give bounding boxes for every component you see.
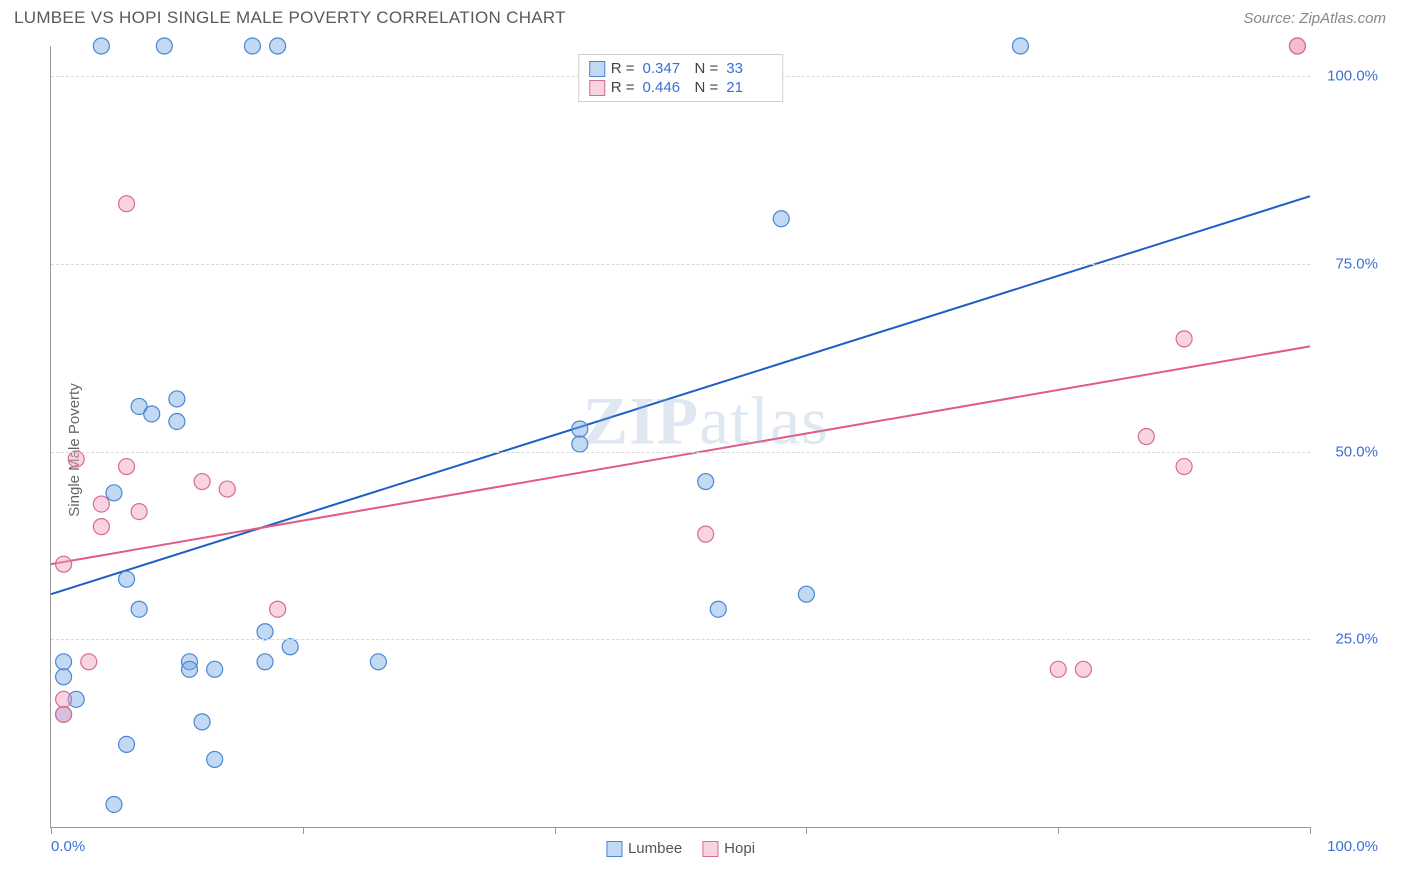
- data-point[interactable]: [257, 624, 273, 640]
- data-point[interactable]: [119, 571, 135, 587]
- legend-row-hopi: R = 0.446 N = 21: [589, 78, 773, 97]
- data-point[interactable]: [194, 474, 210, 490]
- gridline: [51, 452, 1310, 453]
- data-point[interactable]: [156, 38, 172, 54]
- data-point[interactable]: [270, 38, 286, 54]
- data-point[interactable]: [207, 751, 223, 767]
- regression-line: [51, 196, 1310, 594]
- data-point[interactable]: [698, 474, 714, 490]
- n-label: N =: [695, 79, 719, 96]
- y-tick-label: 75.0%: [1335, 255, 1378, 272]
- data-point[interactable]: [710, 601, 726, 617]
- data-point[interactable]: [93, 496, 109, 512]
- hopi-swatch-icon: [589, 80, 605, 96]
- data-point[interactable]: [56, 556, 72, 572]
- data-point[interactable]: [144, 406, 160, 422]
- data-point[interactable]: [68, 451, 84, 467]
- x-tick: [1058, 827, 1059, 834]
- data-point[interactable]: [1138, 429, 1154, 445]
- data-point[interactable]: [169, 413, 185, 429]
- data-point[interactable]: [56, 654, 72, 670]
- y-tick-label: 25.0%: [1335, 631, 1378, 648]
- data-point[interactable]: [106, 796, 122, 812]
- data-point[interactable]: [181, 661, 197, 677]
- x-tick-min: 0.0%: [51, 838, 85, 855]
- r-label: R =: [611, 60, 635, 77]
- data-point[interactable]: [1050, 661, 1066, 677]
- legend-row-lumbee: R = 0.347 N = 33: [589, 59, 773, 78]
- data-point[interactable]: [572, 436, 588, 452]
- data-point[interactable]: [257, 654, 273, 670]
- data-point[interactable]: [572, 421, 588, 437]
- data-point[interactable]: [1176, 459, 1192, 475]
- n-label: N =: [695, 60, 719, 77]
- data-point[interactable]: [207, 661, 223, 677]
- data-point[interactable]: [169, 391, 185, 407]
- gridline: [51, 264, 1310, 265]
- data-point[interactable]: [119, 459, 135, 475]
- y-tick-label: 100.0%: [1327, 68, 1378, 85]
- data-point[interactable]: [1289, 38, 1305, 54]
- data-point[interactable]: [93, 38, 109, 54]
- hopi-n-value: 21: [726, 79, 772, 96]
- x-tick-max: 100.0%: [1327, 838, 1378, 855]
- lumbee-swatch-icon: [589, 61, 605, 77]
- data-point[interactable]: [131, 601, 147, 617]
- data-point[interactable]: [282, 639, 298, 655]
- y-tick-label: 50.0%: [1335, 443, 1378, 460]
- chart-title: LUMBEE VS HOPI SINGLE MALE POVERTY CORRE…: [14, 8, 566, 28]
- data-point[interactable]: [194, 714, 210, 730]
- data-point[interactable]: [1012, 38, 1028, 54]
- data-point[interactable]: [370, 654, 386, 670]
- data-point[interactable]: [1176, 331, 1192, 347]
- hopi-swatch-icon: [702, 841, 718, 857]
- gridline: [51, 639, 1310, 640]
- data-point[interactable]: [219, 481, 235, 497]
- correlation-legend: R = 0.347 N = 33 R = 0.446 N = 21: [578, 54, 784, 102]
- lumbee-r-value: 0.347: [643, 60, 689, 77]
- data-point[interactable]: [798, 586, 814, 602]
- hopi-series-label: Hopi: [724, 840, 755, 857]
- lumbee-swatch-icon: [606, 841, 622, 857]
- data-point[interactable]: [131, 504, 147, 520]
- x-tick: [303, 827, 304, 834]
- data-point[interactable]: [56, 669, 72, 685]
- lumbee-n-value: 33: [726, 60, 772, 77]
- series-legend: Lumbee Hopi: [606, 840, 755, 857]
- x-tick: [806, 827, 807, 834]
- x-tick: [555, 827, 556, 834]
- x-tick: [51, 827, 52, 834]
- data-point[interactable]: [93, 519, 109, 535]
- lumbee-series-label: Lumbee: [628, 840, 682, 857]
- regression-line: [51, 346, 1310, 564]
- legend-item-hopi: Hopi: [702, 840, 755, 857]
- r-label: R =: [611, 79, 635, 96]
- data-point[interactable]: [81, 654, 97, 670]
- scatter-plot: [51, 46, 1310, 827]
- data-point[interactable]: [244, 38, 260, 54]
- data-point[interactable]: [119, 736, 135, 752]
- source-label: Source: ZipAtlas.com: [1243, 10, 1386, 27]
- data-point[interactable]: [698, 526, 714, 542]
- data-point[interactable]: [270, 601, 286, 617]
- data-point[interactable]: [1075, 661, 1091, 677]
- data-point[interactable]: [56, 706, 72, 722]
- data-point[interactable]: [119, 196, 135, 212]
- data-point[interactable]: [773, 211, 789, 227]
- data-point[interactable]: [56, 691, 72, 707]
- legend-item-lumbee: Lumbee: [606, 840, 682, 857]
- data-point[interactable]: [106, 485, 122, 501]
- chart-container: Single Male Poverty R = 0.347 N = 33 R =…: [14, 38, 1386, 862]
- hopi-r-value: 0.446: [643, 79, 689, 96]
- x-tick: [1310, 827, 1311, 834]
